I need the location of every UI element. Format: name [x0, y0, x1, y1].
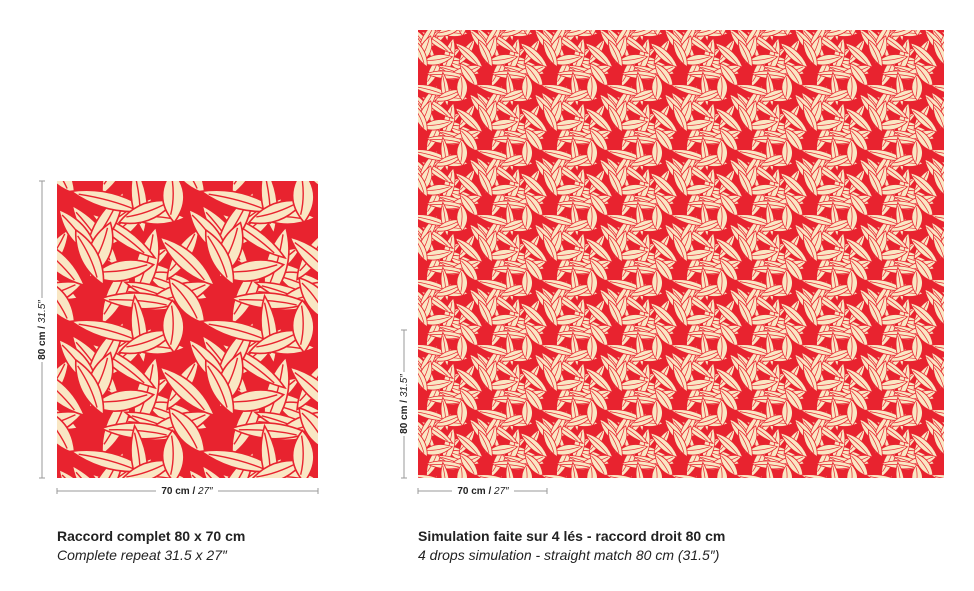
height-metric: 80 cm / — [399, 400, 410, 434]
height-label: 80 cm / 31.5″ — [399, 374, 410, 434]
caption-title: Raccord complet 80 x 70 cm — [57, 528, 245, 544]
width-label: 70 cm / 27″ — [457, 486, 509, 497]
height-imperial: 31.5″ — [399, 374, 410, 397]
label-bg — [36, 298, 48, 362]
width-metric: 70 cm / — [457, 486, 491, 497]
height-label: 80 cm / 31.5″ — [37, 300, 48, 360]
height-metric: 80 cm / — [37, 326, 48, 360]
label-bg — [398, 372, 410, 436]
pattern-swatch — [57, 181, 318, 478]
caption-title: Simulation faite sur 4 lés - raccord dro… — [418, 528, 725, 544]
width-imperial: 27″ — [493, 486, 509, 497]
width-metric: 70 cm / — [161, 486, 195, 497]
width-label: 70 cm / 27″ — [161, 486, 213, 497]
width-imperial: 27″ — [197, 486, 213, 497]
label-bg — [156, 484, 218, 498]
caption-subtitle: 4 drops simulation - straight match 80 c… — [418, 547, 719, 563]
label-bg — [452, 484, 514, 498]
caption-subtitle: Complete repeat 31.5 x 27″ — [57, 547, 228, 563]
height-imperial: 31.5″ — [37, 300, 48, 323]
pattern-simulation — [418, 30, 944, 478]
